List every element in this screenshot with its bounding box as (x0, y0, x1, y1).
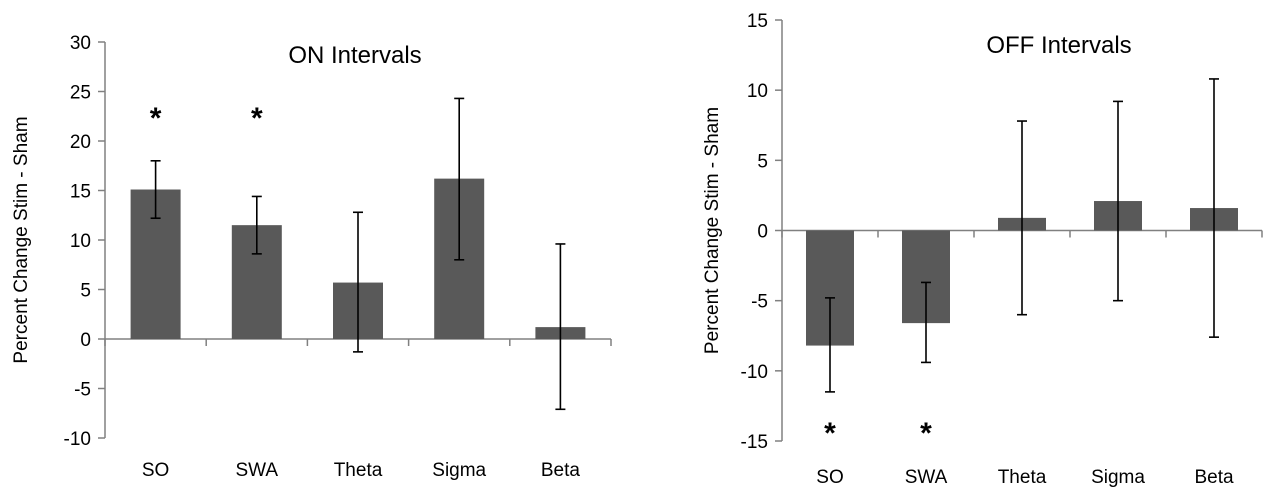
significance-mark: * (920, 417, 932, 450)
y-tick-label: 20 (70, 132, 91, 153)
category-label-theta: Theta (334, 460, 383, 481)
category-label-so: SO (142, 460, 169, 481)
y-tick-label: -15 (741, 432, 768, 453)
y-tick-label: -10 (741, 362, 768, 383)
significance-mark: * (251, 102, 263, 135)
y-axis-label: Percent Change Stim - Sham (702, 107, 723, 354)
y-tick-label: 5 (80, 281, 91, 302)
chart-panel-1: ON Intervals Percent Change Stim - Sham -1… (11, 33, 612, 481)
category-label-swa: SWA (236, 460, 279, 481)
y-tick-label: 25 (70, 83, 91, 104)
category-label-sigma: Sigma (432, 460, 486, 481)
significance-mark: * (824, 417, 836, 450)
y-tick-label: 15 (70, 182, 91, 203)
y-tick-label: -10 (64, 429, 91, 450)
category-label-beta: Beta (1194, 467, 1234, 488)
chart-title: OFF Intervals (986, 32, 1131, 59)
y-tick-label: 10 (70, 231, 91, 252)
y-tick-label: 5 (757, 151, 768, 172)
y-tick-label: -5 (74, 380, 91, 401)
category-label-swa: SWA (905, 467, 948, 488)
chart-title: ON Intervals (288, 42, 421, 69)
y-tick-label: 0 (757, 222, 768, 243)
significance-mark: * (150, 102, 162, 135)
y-tick-label: -5 (751, 292, 768, 313)
category-label-theta: Theta (998, 467, 1047, 488)
category-label-beta: Beta (541, 460, 581, 481)
category-label-so: SO (816, 467, 843, 488)
y-tick-label: 30 (70, 33, 91, 54)
y-tick-label: 15 (747, 11, 768, 32)
y-tick-label: 10 (747, 81, 768, 102)
y-axis-label: Percent Change Stim - Sham (11, 116, 32, 363)
y-tick-label: 0 (80, 330, 91, 351)
category-label-sigma: Sigma (1091, 467, 1145, 488)
